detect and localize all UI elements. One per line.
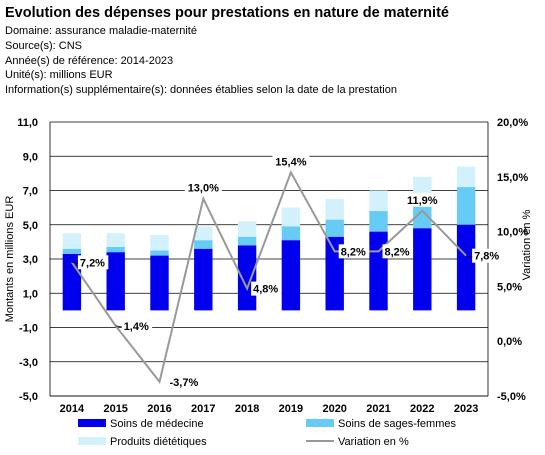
bar-segment [369, 211, 388, 232]
x-tick-label: 2017 [191, 403, 215, 415]
y-tick-label: 7,0 [23, 186, 38, 198]
legend-label: Soins de sages-femmes [338, 418, 456, 430]
bar-segment [413, 176, 432, 196]
bar-segment [325, 219, 344, 237]
x-tick-label: 2014 [60, 403, 85, 415]
data-label-box [403, 192, 441, 207]
meta-domain: Domaine: assurance maladie-maternité [5, 25, 197, 37]
data-label-box [184, 180, 222, 195]
y-tick-label: -1,0 [19, 323, 38, 335]
x-tick-label: 2022 [410, 403, 434, 415]
bar-segment [62, 233, 82, 249]
data-label-leader [71, 261, 78, 264]
data-label-box [167, 374, 205, 389]
bar-segment [456, 166, 476, 188]
meta-years: Année(s) de référence: 2014-2023 [5, 54, 174, 67]
bar-segment [106, 252, 125, 311]
y-tick-label: 1,0 [23, 288, 38, 300]
data-label-box [251, 281, 282, 296]
bar-segment [194, 240, 213, 249]
meta-source: Source(s): CNS [5, 39, 83, 52]
y2-axis-title: Variation en % [521, 209, 533, 280]
x-tick-label: 2019 [279, 403, 303, 415]
line-data-label: 1,4% [124, 321, 149, 333]
bar-segment [237, 221, 257, 237]
bar-segment [413, 228, 432, 311]
bar-segment [237, 245, 257, 311]
bar-segment [62, 248, 82, 254]
x-tick-label: 2015 [103, 403, 127, 415]
y-tick-label: -3,0 [19, 357, 38, 369]
data-label-box [472, 248, 503, 263]
line-data-label: 8,2% [385, 246, 410, 258]
bar-segment [237, 236, 257, 246]
legend-swatch [306, 419, 334, 427]
bar-segment [106, 247, 125, 253]
bar-segment [106, 233, 125, 248]
bar-segment [194, 248, 213, 311]
bar-segment [150, 235, 169, 251]
legend-swatch [78, 419, 106, 427]
x-tick-label: 2016 [147, 403, 171, 415]
line-data-label: 8,2% [341, 246, 366, 258]
y-tick-label: 9,0 [23, 151, 38, 163]
y-axis-title: Montants en millions EUR [4, 196, 16, 323]
line-data-label: 15,4% [275, 156, 306, 168]
y-tick-label: 5,0 [23, 220, 38, 232]
line-data-label: -3,7% [170, 377, 199, 389]
line-data-label: 7,8% [474, 251, 499, 263]
bar-segment [325, 199, 344, 220]
bar-segment [456, 187, 476, 225]
data-label-leader [466, 255, 473, 258]
y-tick-label: 3,0 [23, 254, 38, 266]
x-tick-label: 2023 [454, 403, 478, 415]
data-label-box [77, 255, 109, 270]
bar-segment [456, 224, 476, 311]
data-label-box [382, 244, 413, 259]
legend-label: Soins de médecine [110, 418, 204, 430]
data-label-box [272, 154, 310, 169]
data-label-box [121, 318, 153, 333]
y-tick-label: 11,0 [17, 117, 38, 129]
y2-tick-label: 5,0% [497, 281, 522, 293]
x-tick-label: 2020 [322, 403, 346, 415]
line-data-label: 13,0% [188, 183, 219, 195]
bar-segment [194, 226, 213, 241]
data-label-leader [115, 325, 122, 328]
y2-tick-label: 15,0% [497, 172, 528, 184]
meta-info: Information(s) supplémentaire(s): donnée… [5, 84, 397, 97]
legend-label: Variation en % [338, 436, 409, 448]
y-tick-label: -5,0 [19, 391, 38, 403]
bar-segment [150, 250, 169, 256]
bar-segment [150, 255, 169, 311]
bar-segment [281, 226, 301, 241]
variation-line [71, 170, 467, 384]
y2-tick-label: 0,0% [497, 336, 522, 348]
legend-swatch [78, 437, 106, 445]
bar-segment [281, 207, 301, 227]
line-data-label: 4,8% [253, 284, 278, 296]
chart-header: Evolution des dépenses pour prestations … [5, 4, 540, 98]
meta-unit: Unité(s): millions EUR [5, 69, 113, 82]
chart-title: Evolution des dépenses pour prestations … [5, 5, 449, 21]
y2-tick-label: 10,0% [497, 227, 528, 239]
bar-segment [281, 240, 301, 311]
x-tick-label: 2021 [366, 403, 390, 415]
bar-segment [369, 190, 388, 212]
bar-segment [369, 231, 388, 311]
y2-tick-label: -5,0% [497, 391, 526, 403]
y2-tick-label: 20,0% [497, 117, 528, 129]
line-data-label: 7,2% [80, 257, 105, 269]
line-data-label: 11,9% [407, 195, 438, 207]
x-tick-label: 2018 [235, 403, 259, 415]
legend-label: Produits diététiques [110, 436, 207, 448]
data-label-box [338, 244, 370, 259]
